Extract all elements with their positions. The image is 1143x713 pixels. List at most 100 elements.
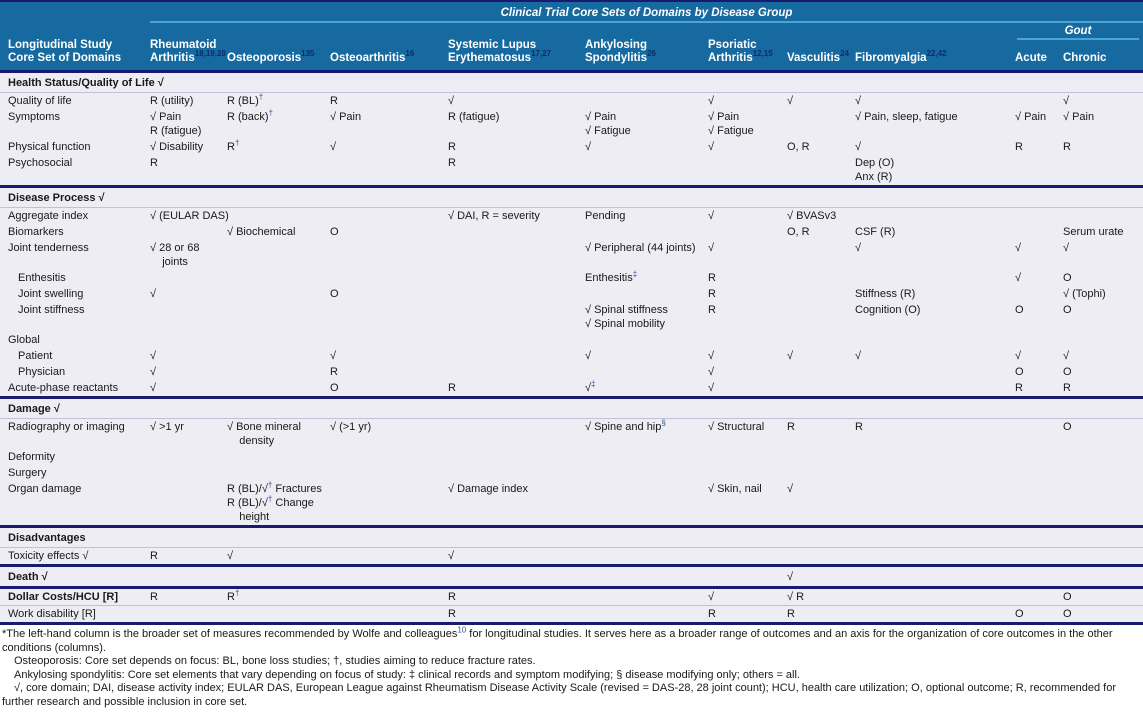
cell [1063,481,1143,527]
cell [330,185,448,208]
cell: √ Spine and hip§ [585,418,708,449]
cell [227,332,330,348]
section-row: Disease Process √ [0,185,1143,208]
cell [448,418,585,449]
cell [855,525,1015,548]
cell: √ [150,288,157,300]
cell [1015,525,1063,548]
cell: √ Bone mineral density [227,418,330,449]
cell [150,224,227,240]
cell: O [1063,605,1143,624]
row-label: Joint stiffness [18,304,85,316]
cell: √ Damage index [448,483,529,495]
cell [330,547,448,566]
table-row: Radiography or imaging √ >1 yr √ Bone mine… [0,418,1143,449]
cell [448,224,585,240]
cell [227,364,330,380]
cell [708,465,787,481]
cell: √ [708,141,715,153]
cell: √ Pain [1015,111,1047,123]
cell: R [330,92,448,109]
cell: √ [585,141,592,153]
cell: √ [708,382,715,394]
cell [585,286,708,302]
core-domains-table: Health Status/Quality of Life √ Quality o… [0,73,1143,625]
cell [448,240,585,270]
cell [855,481,1015,527]
cell: R [448,605,585,624]
cell: √ [1015,272,1022,284]
cell: √ [708,366,715,378]
table-header: Longitudinal Study Core Set of Domains C… [0,0,1143,73]
cell: R (BL)† [227,92,330,109]
cell [787,364,855,380]
cell [585,396,708,419]
cell [150,564,227,588]
cell: √ (Tophi) [1063,288,1106,300]
cell [1015,547,1063,566]
cell [1015,155,1063,187]
cell [1063,207,1143,224]
cell: R [1015,141,1023,153]
cell: R [448,157,456,169]
cell [855,185,1015,208]
cell [585,586,708,606]
row-label: Physical function [8,141,91,153]
cell [708,449,787,465]
cell [448,286,585,302]
cell: R (utility) [150,92,227,109]
cell [330,605,448,624]
left-column-header-line2: Core Set of Domains [8,52,122,64]
cell [1015,207,1063,224]
cell: R [708,288,716,300]
row-label: Symptoms [8,111,60,123]
cell [787,380,855,398]
cell: O [330,382,339,394]
cell [448,525,585,548]
cell [787,302,855,332]
cell [855,332,1015,348]
cell: √ [855,92,1015,109]
cell: √ [787,350,794,362]
cell: √ [708,207,787,224]
cell [787,73,855,93]
cell [1063,564,1143,588]
table-row: Surgery [0,465,1143,481]
cell [150,396,227,419]
cell: √ Pain √ Fatigue [708,111,754,137]
cell [1015,418,1063,449]
table-row: Work disability [R] R R R O O [0,605,1143,624]
gout-group-header: Gout [1017,25,1139,40]
cell [585,185,708,208]
cell [227,605,330,624]
cell: R (BL)/√† Fractures R (BL)/√† Change heig… [227,480,322,523]
cell [787,109,855,139]
cell [448,449,585,465]
row-label: Quality of life [0,92,150,109]
cell: R [330,366,338,378]
cell [855,380,1015,398]
cell: O [330,288,339,300]
cell [787,185,855,208]
cell [708,155,787,187]
cell: √ [708,92,787,109]
cell: O, R [787,226,810,238]
cell [708,185,787,208]
row-label: Disadvantages [0,525,150,548]
cell: √ [150,366,157,378]
cell [1015,286,1063,302]
cell [787,270,855,286]
column-header: Systemic Lupus Erythematosus17,27 [448,39,552,64]
cell [330,73,448,93]
cell [227,525,330,548]
cell [448,185,585,208]
row-label: Acute-phase reactants [8,382,119,394]
left-column-header-line1: Longitudinal Study [8,39,113,51]
cell: R [787,418,855,449]
cell: R [1015,382,1023,394]
cell [330,564,448,588]
cell [227,155,330,187]
cell [585,155,708,187]
cell [150,185,227,208]
section-row: Damage √ [0,396,1143,419]
